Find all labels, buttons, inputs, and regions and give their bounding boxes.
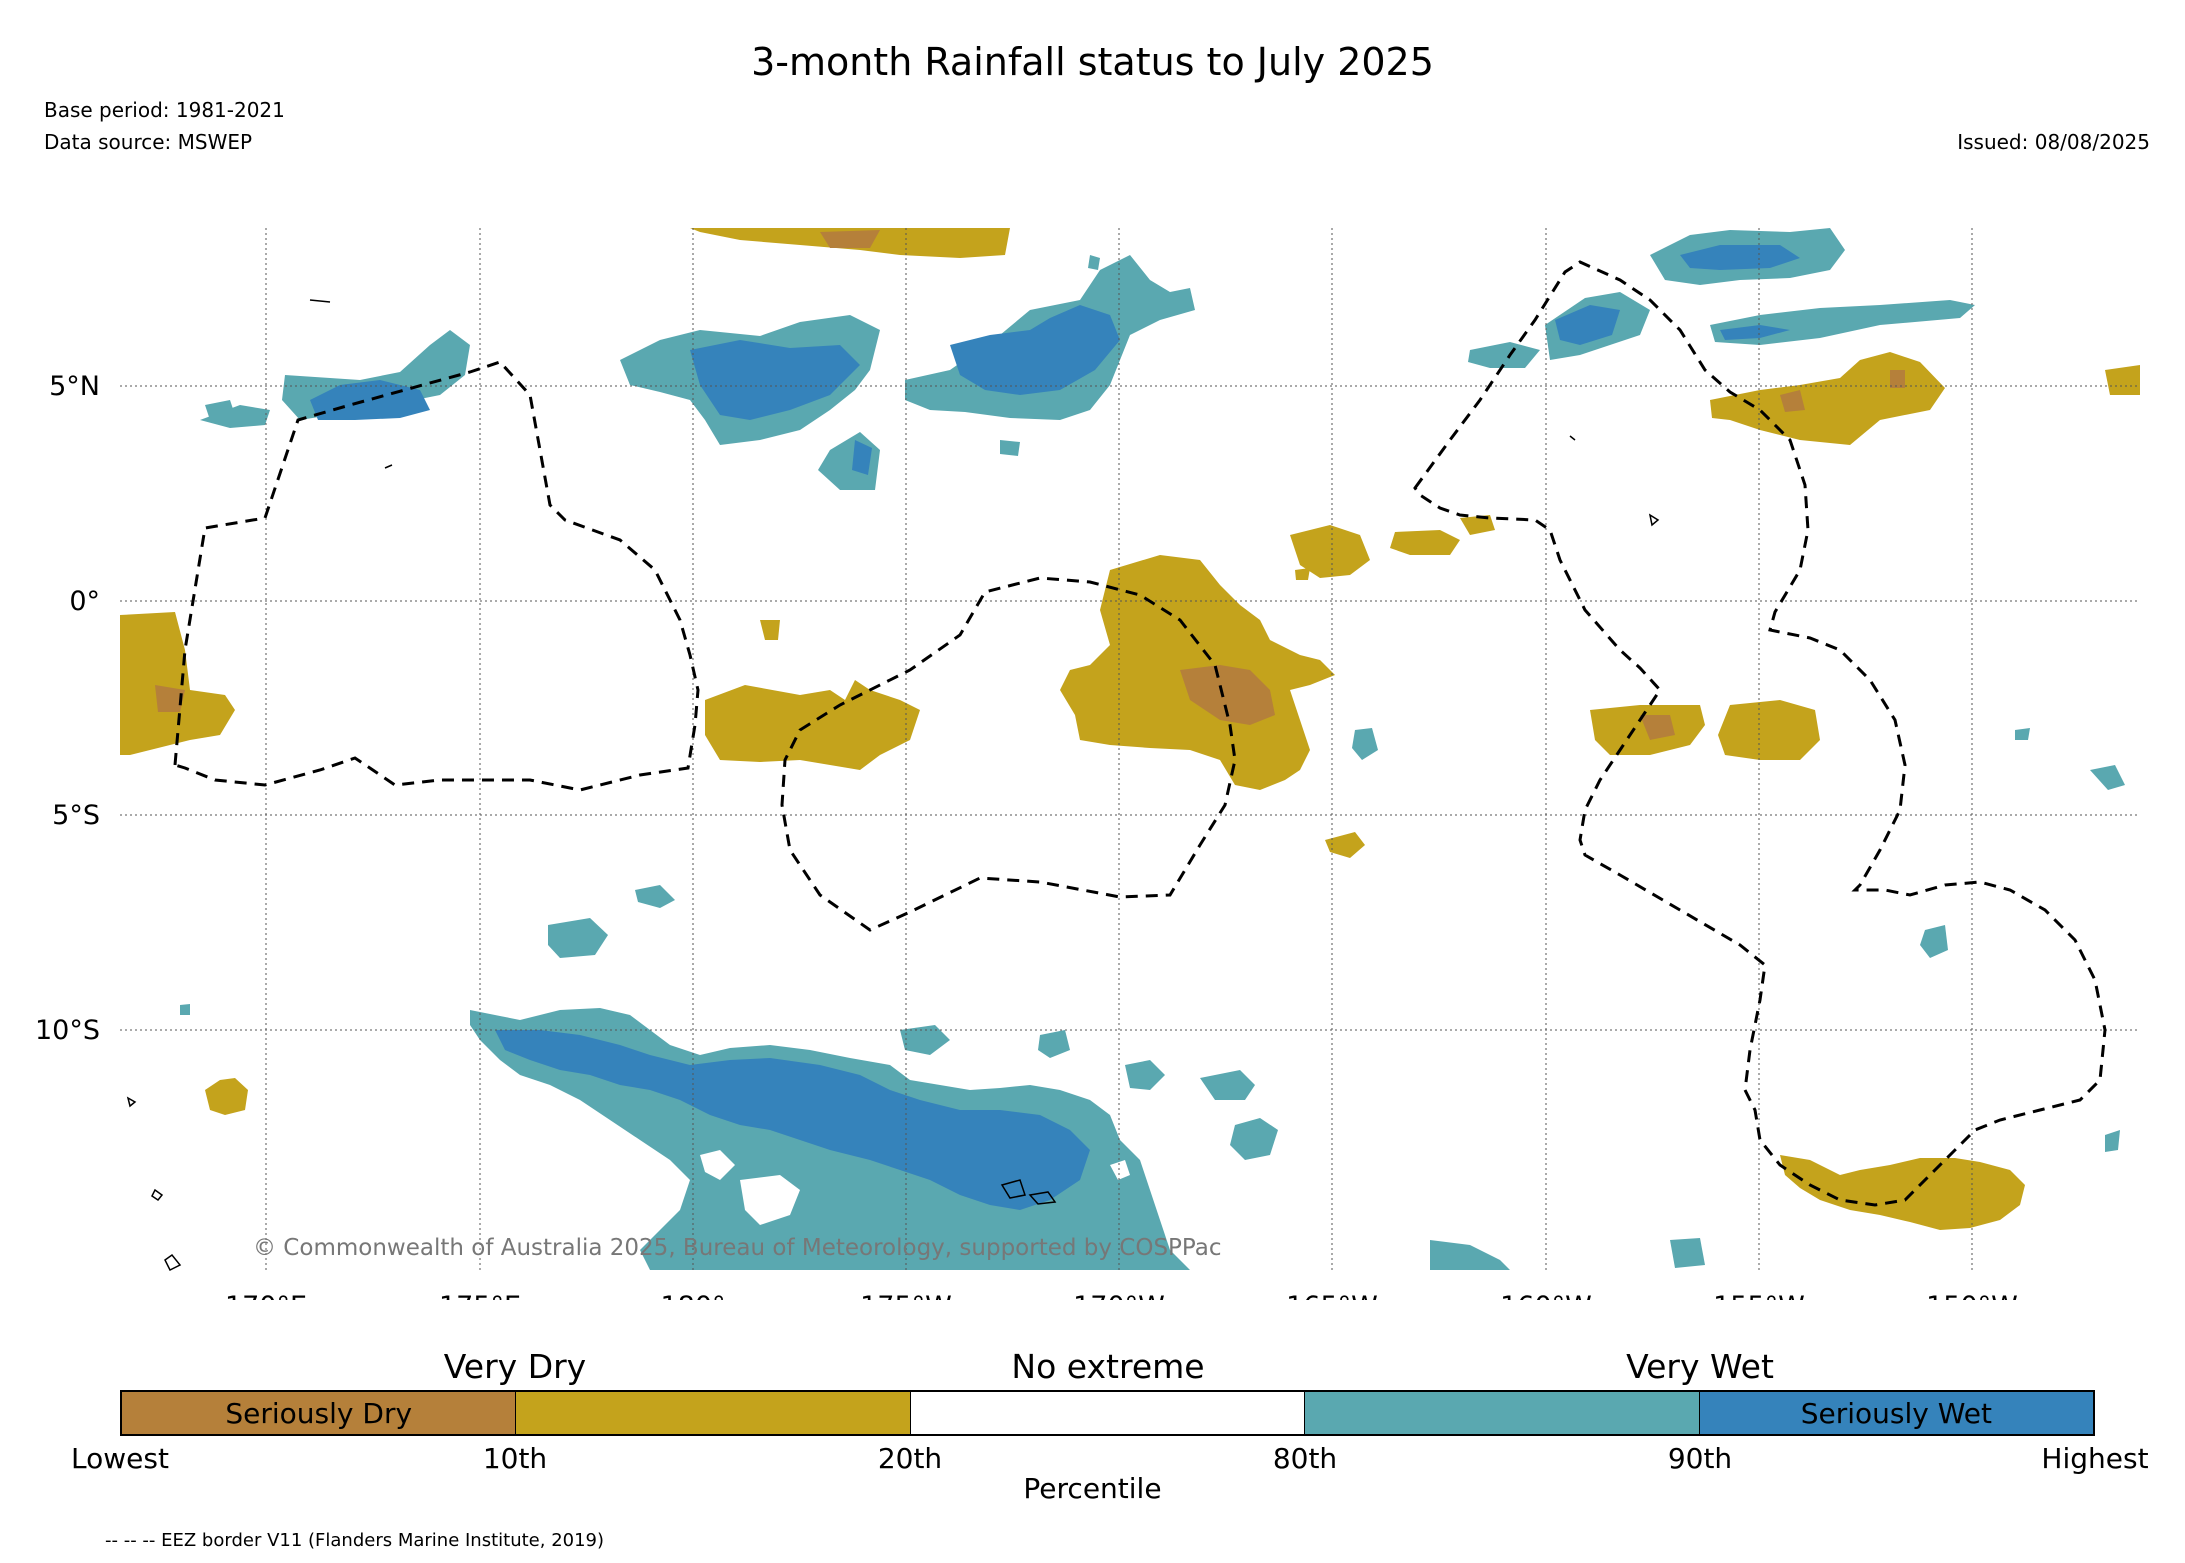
colorbar-tick: 90th xyxy=(1667,1442,1733,1475)
colorbar-tick: 80th xyxy=(1272,1442,1338,1475)
colorbar-segment-seriously-wet: Seriously Wet xyxy=(1699,1392,2094,1434)
copyright-notice: © Commonwealth of Australia 2025, Bureau… xyxy=(253,1235,1222,1261)
lat-label: 0° xyxy=(69,586,100,617)
page-title: 3-month Rainfall status to July 2025 xyxy=(751,40,1434,84)
lon-label: 165°W xyxy=(1286,1291,1378,1300)
legend-category-very-dry: Very Dry xyxy=(443,1347,587,1386)
legend-category-very-wet: Very Wet xyxy=(1626,1347,1774,1386)
colorbar-tick: Lowest xyxy=(71,1442,169,1475)
dry-region-equatorial xyxy=(120,555,1820,858)
lon-label: 170°W xyxy=(1073,1291,1165,1300)
colorbar-segment-very-wet xyxy=(1305,1392,1700,1434)
issued-date: Issued: 08/08/2025 xyxy=(1957,130,2150,154)
gridlines xyxy=(120,228,2140,1270)
wet-region-small xyxy=(180,400,2125,1152)
island-outlines xyxy=(126,299,1660,1272)
lon-label: 175°E xyxy=(439,1291,521,1300)
colorbar-axis-label: Percentile xyxy=(1023,1472,1162,1505)
eez-note: -- -- -- EEZ border V11 (Flanders Marine… xyxy=(105,1530,605,1551)
wet-region-north xyxy=(200,228,1975,490)
lat-label: 5°S xyxy=(52,800,100,831)
colorbar-tick: 20th xyxy=(877,1442,943,1475)
rainfall-regions xyxy=(120,228,2140,1270)
colorbar-segment-very-dry xyxy=(516,1392,911,1434)
dry-region-south xyxy=(205,1078,2025,1230)
lon-label: 155°W xyxy=(1713,1291,1805,1300)
lat-label: 5°N xyxy=(49,371,100,402)
colorbar-segment-no-extreme xyxy=(910,1392,1306,1434)
colorbar-segment-seriously-dry: Seriously Dry xyxy=(122,1392,517,1434)
lon-label: 170°E xyxy=(225,1291,307,1300)
lon-label: 180° xyxy=(660,1291,725,1300)
lon-labels: 170°E 175°E 180° 175°W 170°W 165°W 160°W… xyxy=(225,1291,2018,1300)
rainfall-map: 5°N 0° 5°S 10°S 170°E 175°E 180° 175°W 1… xyxy=(35,228,2140,1300)
colorbar-tick: 10th xyxy=(482,1442,548,1475)
eez-borders xyxy=(173,260,2107,1207)
colorbar-tick: Highest xyxy=(2041,1442,2149,1475)
legend-category-no-extreme: No extreme xyxy=(1011,1347,1205,1386)
lon-label: 160°W xyxy=(1500,1291,1592,1300)
wet-region-south xyxy=(470,1008,1705,1270)
lat-label: 10°S xyxy=(35,1015,100,1046)
data-source: Data source: MSWEP xyxy=(44,130,253,154)
colorbar: Seriously Dry Seriously Wet xyxy=(120,1390,2095,1436)
lon-label: 150°W xyxy=(1926,1291,2018,1300)
lat-labels: 5°N 0° 5°S 10°S xyxy=(35,371,100,1046)
dry-region-north xyxy=(690,228,2140,578)
base-period: Base period: 1981-2021 xyxy=(44,98,285,122)
lon-label: 175°W xyxy=(860,1291,952,1300)
